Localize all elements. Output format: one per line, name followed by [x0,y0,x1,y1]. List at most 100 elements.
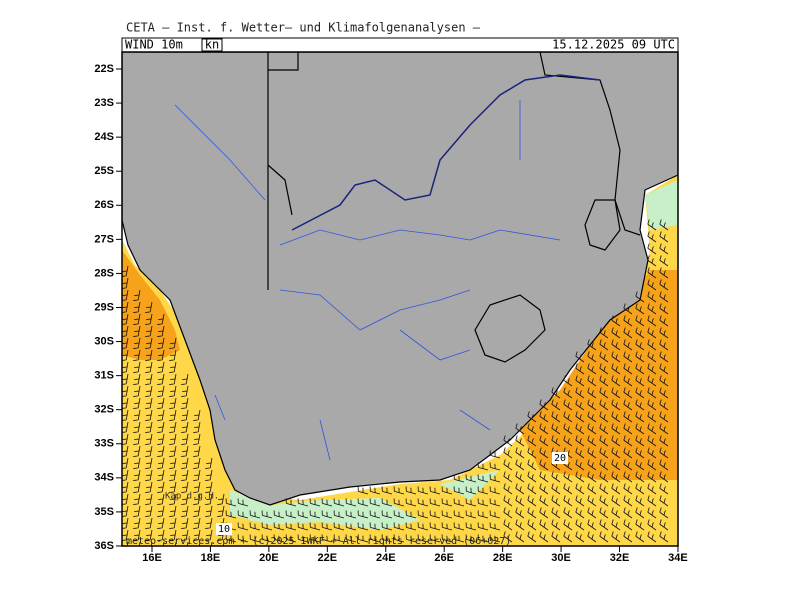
wind-barb [133,301,141,313]
lat-label: 31S [94,370,114,382]
wind-barb [225,510,237,519]
wind-barb [405,534,417,543]
wind-barb [599,399,609,411]
wind-shade-orange [122,250,180,360]
wind-barb [599,351,609,363]
contour-label: 10 [218,524,230,535]
wind-barb [157,529,165,541]
wind-barb [539,519,549,531]
wind-barb [587,387,597,399]
wind-barbs [122,219,669,546]
wind-barb [309,534,321,543]
wind-barb [611,471,621,483]
wind-barb [659,243,669,255]
wind-barb [587,363,597,375]
wind-barb [429,534,441,543]
wind-barb [635,507,645,519]
wind-barb [285,534,297,543]
wind-barb [477,462,489,471]
wind-barb [503,471,513,483]
wind-barb [587,339,597,351]
wind-barb [181,517,189,529]
wind-barb [647,363,657,375]
wind-barb [145,433,153,445]
wind-barb [575,435,585,447]
wind-barb [133,349,141,361]
wind-barb [205,529,213,541]
wind-barb [527,531,537,543]
wind-barb [659,435,669,447]
wind-barb [181,469,189,481]
border [267,52,641,290]
wind-barb [133,421,141,433]
wind-barb [321,510,333,519]
wind-barb [527,471,537,483]
wind-barb [587,435,597,447]
wind-barb [551,531,561,543]
wind-barb [611,363,621,375]
wind-barb [205,469,213,481]
wind-barb [369,534,381,543]
wind-barb [193,409,201,421]
wind-barb [381,486,393,495]
wind-barb [429,522,441,531]
wind-barb [133,373,141,385]
wind-barb [599,447,609,459]
wind-barb [635,291,645,303]
wind-barb [647,399,657,411]
wind-barb [285,522,297,531]
wind-barb [145,445,153,457]
wind-barb [527,483,537,495]
wind-barb [563,495,573,507]
wind-barb [647,447,657,459]
wind-barb [205,505,213,517]
wind-barb [357,534,369,543]
wind-barb [563,375,573,387]
wind-barb [210,541,213,546]
wind-barb [623,375,633,387]
wind-barb [169,373,177,385]
wind-barb [181,421,189,433]
wind-barb [169,409,177,421]
wind-barb [133,433,141,445]
wind-barb [659,279,669,291]
wind-barb [599,327,609,339]
wind-barb [503,435,513,447]
unit-label: kn [205,38,219,52]
wind-barb [659,459,669,471]
wind-barb [181,457,189,469]
wind-barb [150,541,153,546]
wind-barb [429,498,441,507]
wind-barb [193,505,201,517]
wind-barb [441,510,453,519]
wind-barb [157,313,165,325]
wind-barb [133,457,141,469]
wind-shade-green [230,490,420,530]
wind-barb [599,375,609,387]
wind-barb [647,339,657,351]
wind-barb [393,486,405,495]
wind-barb [333,534,345,543]
wind-barb [133,517,141,529]
wind-barb [611,339,621,351]
wind-barb [659,219,669,231]
wind-barb [527,519,537,531]
wind-barb [477,486,489,495]
wind-barb [599,519,609,531]
wind-barb [599,339,609,351]
wind-barb [611,423,621,435]
wind-barb [181,373,189,385]
wind-barb [193,433,201,445]
wind-barb [333,510,345,519]
wind-barb [405,522,417,531]
wind-barb [169,337,177,349]
wind-barb [599,423,609,435]
wind-barb [539,447,549,459]
wind-barb [551,471,561,483]
wind-barb [357,498,369,507]
wind-barb [249,510,261,519]
wind-barb [611,375,621,387]
wind-barb [489,462,501,471]
wind-barb [503,507,513,519]
wind-barb [599,459,609,471]
